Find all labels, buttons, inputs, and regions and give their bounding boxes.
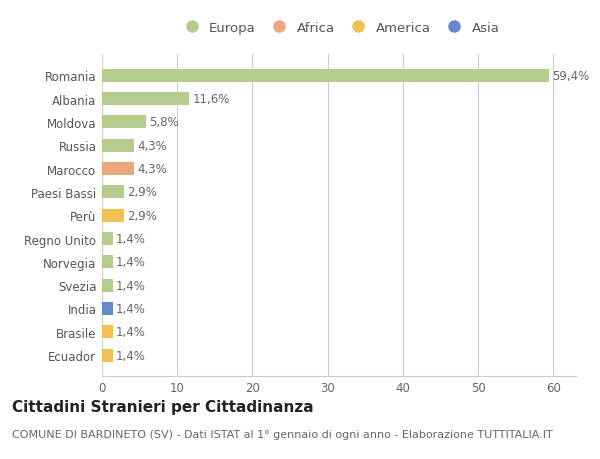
Text: 1,4%: 1,4%	[116, 302, 145, 315]
Bar	[102, 326, 113, 338]
Text: 2,9%: 2,9%	[127, 209, 157, 222]
Text: 1,4%: 1,4%	[116, 233, 145, 246]
Text: Cittadini Stranieri per Cittadinanza: Cittadini Stranieri per Cittadinanza	[12, 399, 314, 414]
Bar	[102, 93, 189, 106]
Text: 2,9%: 2,9%	[127, 186, 157, 199]
Bar	[102, 209, 124, 222]
Text: 59,4%: 59,4%	[552, 70, 589, 83]
Text: 1,4%: 1,4%	[116, 349, 145, 362]
Bar	[102, 279, 113, 292]
Bar	[102, 256, 113, 269]
Bar	[102, 70, 549, 83]
Text: 4,3%: 4,3%	[137, 162, 167, 176]
Bar	[102, 116, 146, 129]
Text: 11,6%: 11,6%	[192, 93, 230, 106]
Bar	[102, 233, 113, 246]
Text: COMUNE DI BARDINETO (SV) - Dati ISTAT al 1° gennaio di ogni anno - Elaborazione : COMUNE DI BARDINETO (SV) - Dati ISTAT al…	[12, 429, 553, 439]
Text: 1,4%: 1,4%	[116, 256, 145, 269]
Bar	[102, 140, 134, 152]
Bar	[102, 349, 113, 362]
Text: 5,8%: 5,8%	[149, 116, 178, 129]
Legend: Europa, Africa, America, Asia: Europa, Africa, America, Asia	[173, 17, 505, 40]
Text: 1,4%: 1,4%	[116, 279, 145, 292]
Text: 4,3%: 4,3%	[137, 140, 167, 152]
Bar	[102, 302, 113, 315]
Bar	[102, 163, 134, 176]
Bar	[102, 186, 124, 199]
Text: 1,4%: 1,4%	[116, 325, 145, 339]
